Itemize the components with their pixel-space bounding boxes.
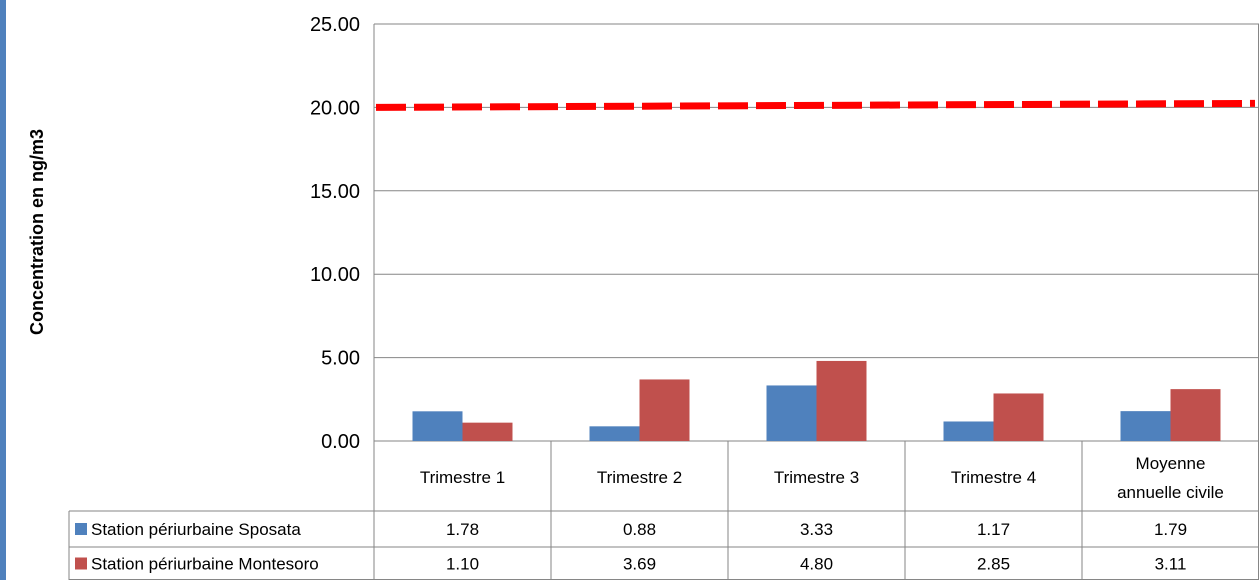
x-category-label: annuelle civile: [1117, 483, 1224, 502]
legend-key: [75, 557, 87, 570]
bar: [1170, 389, 1221, 441]
left-edge-bar: [0, 0, 6, 580]
y-tick-label: 15.00: [310, 181, 360, 203]
data-table-value: 2.85: [977, 555, 1010, 574]
y-tick-label: 5.00: [321, 348, 360, 370]
x-category-label: Trimestre 3: [774, 468, 859, 487]
bar: [462, 422, 513, 441]
y-tick-label: 20.00: [310, 97, 360, 119]
reference-line: [375, 99, 1256, 111]
y-axis-title: Concentration en ng/m3: [27, 129, 47, 335]
bar: [639, 379, 690, 441]
data-table-value: 0.88: [623, 520, 656, 539]
x-category-label: Trimestre 1: [420, 468, 505, 487]
x-category-label: Trimestre 4: [951, 468, 1036, 487]
data-table-value: 1.17: [977, 520, 1010, 539]
data-table-value: 1.10: [446, 555, 479, 574]
y-tick-label: 25.00: [310, 14, 360, 36]
bar: [766, 385, 817, 441]
data-table-value: 3.11: [1155, 555, 1187, 574]
legend-label: Station périurbaine Sposata: [91, 520, 301, 539]
bar: [1120, 411, 1171, 441]
y-tick-label: 0.00: [321, 431, 360, 453]
data-table-value: 3.33: [800, 520, 833, 539]
bar: [993, 393, 1044, 441]
bar: [412, 411, 463, 441]
bar: [943, 421, 994, 441]
data-table-value: 1.79: [1154, 520, 1187, 539]
y-tick-label: 10.00: [310, 264, 360, 286]
data-table-value: 3.69: [623, 555, 656, 574]
bar: [589, 426, 640, 441]
x-category-label: Trimestre 2: [597, 468, 682, 487]
legend-key: [75, 523, 87, 535]
legend-label: Station périurbaine Montesoro: [91, 555, 319, 574]
bar: [816, 360, 867, 441]
x-category-label: Moyenne: [1136, 454, 1206, 473]
data-table-value: 1.78: [446, 520, 479, 539]
data-table-value: 4.80: [800, 555, 833, 574]
